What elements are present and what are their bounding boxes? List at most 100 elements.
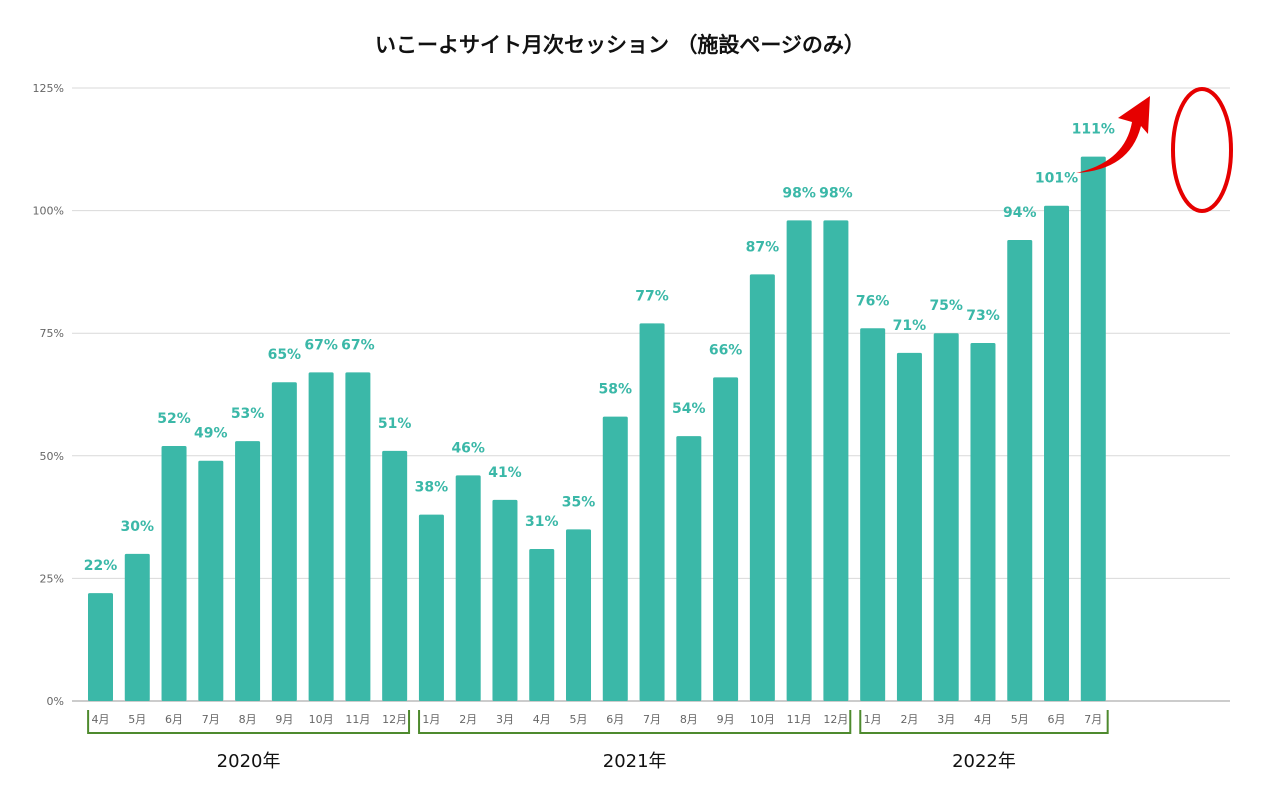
group-label: 2021年 [603, 751, 667, 772]
x-tick-label: 8月 [239, 713, 257, 726]
data-label: 22% [84, 558, 118, 574]
red-arrow-annotation [1076, 96, 1150, 173]
bar [345, 372, 371, 701]
bar [896, 352, 922, 701]
bar [382, 450, 408, 701]
data-label: 71% [893, 318, 927, 334]
bar [933, 333, 959, 701]
y-tick-label: 25% [40, 572, 64, 585]
x-tick-label: 9月 [717, 713, 735, 726]
bar [860, 328, 886, 701]
data-label: 98% [782, 185, 816, 201]
bar [823, 220, 849, 701]
data-label: 65% [268, 347, 302, 363]
x-tick-label: 12月 [823, 713, 848, 726]
x-tick-label: 2月 [900, 713, 918, 726]
data-label: 35% [562, 494, 596, 510]
data-label: 77% [635, 288, 669, 304]
highlight-ellipse [1171, 87, 1233, 213]
data-label: 67% [304, 337, 338, 353]
x-tick-label: 11月 [345, 713, 370, 726]
x-tick-label: 1月 [864, 713, 882, 726]
bar [713, 377, 739, 701]
bar [1080, 156, 1106, 701]
x-tick-label: 3月 [496, 713, 514, 726]
bar [786, 220, 812, 701]
bar [1007, 240, 1033, 702]
data-label: 111% [1072, 122, 1115, 138]
group-bracket [859, 710, 1109, 734]
group-bracket [87, 710, 411, 734]
data-label: 49% [194, 426, 228, 442]
bar [602, 416, 628, 701]
x-tick-label: 7月 [202, 713, 220, 726]
bar [749, 274, 775, 701]
data-label: 31% [525, 514, 559, 530]
x-tick-label: 4月 [974, 713, 992, 726]
data-label: 101% [1035, 171, 1078, 187]
data-label: 54% [672, 401, 706, 417]
x-tick-label: 5月 [1011, 713, 1029, 726]
y-tick-label: 0% [47, 695, 64, 708]
bar [1044, 205, 1070, 702]
x-tick-label: 5月 [128, 713, 146, 726]
bar [639, 323, 665, 701]
x-tick-label: 6月 [1048, 713, 1066, 726]
data-label: 58% [599, 382, 633, 398]
x-tick-label: 2月 [459, 713, 477, 726]
data-label: 67% [341, 337, 375, 353]
bar [308, 372, 334, 701]
chart-title: いこーよサイト月次セッション （施設ページのみ） [375, 33, 865, 57]
y-tick-label: 125% [33, 82, 64, 95]
data-label: 76% [856, 293, 890, 309]
bar [492, 499, 518, 701]
bar [235, 441, 261, 701]
x-tick-label: 10月 [309, 713, 334, 726]
x-tick-label: 7月 [1084, 713, 1102, 726]
x-tick-label: 5月 [570, 713, 588, 726]
data-label: 46% [451, 440, 485, 456]
group-label: 2022年 [952, 751, 1016, 772]
x-tick-label: 12月 [382, 713, 407, 726]
data-label: 73% [966, 308, 1000, 324]
x-tick-label: 3月 [937, 713, 955, 726]
y-tick-label: 75% [40, 327, 64, 340]
data-label: 52% [157, 411, 191, 427]
bar [161, 445, 187, 701]
data-label: 30% [121, 519, 155, 535]
x-tick-label: 6月 [606, 713, 624, 726]
data-label: 98% [819, 185, 853, 201]
bar [529, 548, 555, 701]
bar [455, 475, 481, 701]
x-tick-label: 4月 [92, 713, 110, 726]
x-tick-label: 6月 [165, 713, 183, 726]
bar [88, 593, 113, 701]
x-tick-label: 11月 [787, 713, 812, 726]
group-label: 2020年 [217, 751, 281, 772]
x-tick-label: 1月 [422, 713, 440, 726]
bar [566, 529, 592, 701]
data-label: 94% [1003, 205, 1037, 221]
y-tick-label: 50% [40, 450, 64, 463]
data-label: 75% [929, 298, 963, 314]
bar [418, 514, 444, 701]
x-tick-label: 10月 [750, 713, 775, 726]
group-bracket [418, 710, 852, 734]
bar [970, 343, 996, 701]
bar [198, 460, 224, 701]
bar [676, 436, 702, 701]
bar [124, 553, 150, 701]
x-tick-label: 7月 [643, 713, 661, 726]
bar [271, 382, 297, 701]
x-tick-label: 9月 [275, 713, 293, 726]
data-label: 53% [231, 406, 265, 422]
data-label: 38% [415, 480, 449, 496]
y-tick-label: 100% [33, 205, 64, 218]
data-label: 87% [746, 239, 780, 255]
data-label: 51% [378, 416, 412, 432]
x-tick-label: 8月 [680, 713, 698, 726]
data-label: 41% [488, 465, 522, 481]
x-tick-label: 4月 [533, 713, 551, 726]
data-label: 66% [709, 342, 743, 358]
